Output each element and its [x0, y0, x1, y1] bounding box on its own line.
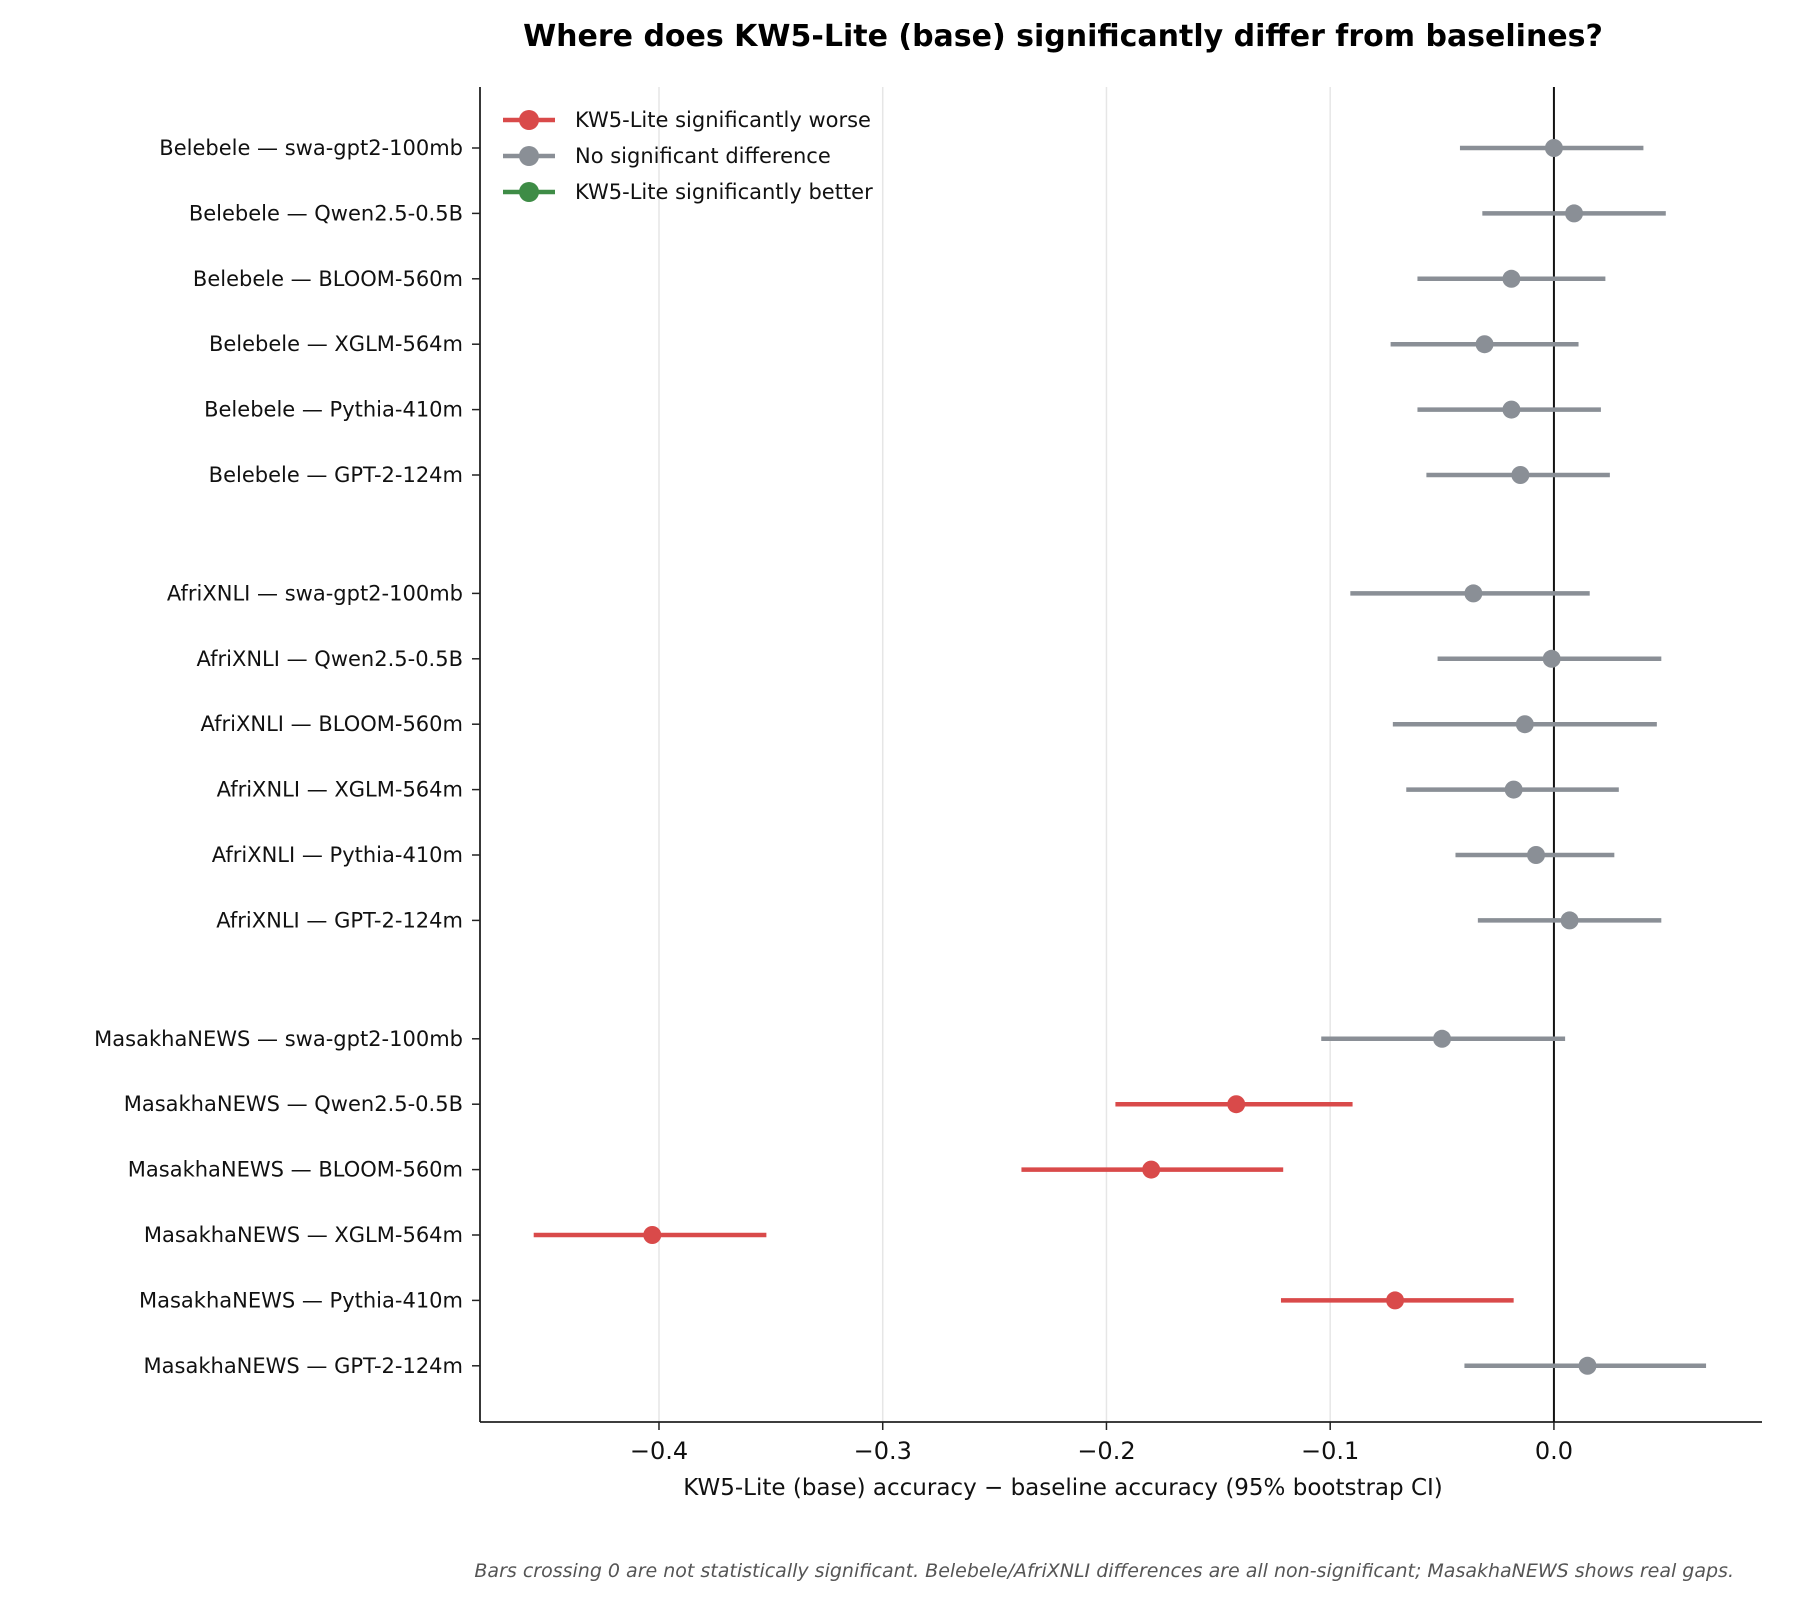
x-tick-label: −0.4 [630, 1437, 688, 1465]
x-tick-label: 0.0 [1535, 1437, 1573, 1465]
point-estimate [1504, 780, 1523, 799]
point-estimate [1544, 139, 1563, 157]
y-tick-label: AfriXNLI — swa-gpt2-100mb [167, 581, 463, 605]
y-tick-label: MasakhaNEWS — Qwen2.5-0.5B [124, 1092, 463, 1116]
legend-marker [519, 110, 539, 130]
point-estimate [1142, 1160, 1161, 1179]
point-estimate [1560, 911, 1579, 930]
point-estimate [643, 1226, 662, 1244]
legend-label: No significant difference [575, 144, 831, 168]
x-axis-ticks: −0.4 −0.3 −0.2 −0.1 0.0 [630, 1422, 1573, 1465]
x-axis-label: KW5-Lite (base) accuracy − baseline accu… [683, 1475, 1443, 1501]
point-estimate [1578, 1356, 1597, 1375]
point-estimate [1386, 1291, 1405, 1310]
point-estimate [1527, 846, 1546, 864]
y-tick-label: MasakhaNEWS — Pythia-410m [139, 1288, 463, 1312]
x-tick-label: −0.2 [1077, 1437, 1135, 1465]
chart-title: Where does KW5-Lite (base) significantly… [523, 19, 1603, 54]
point-estimate [1227, 1095, 1246, 1114]
gridlines [658, 87, 1331, 1422]
data-marks [533, 139, 1707, 1375]
legend-marker [519, 182, 539, 202]
x-tick-label: −0.1 [1301, 1437, 1359, 1465]
point-estimate [1542, 649, 1561, 668]
point-estimate [1464, 584, 1483, 603]
y-tick-label: Belebele — GPT-2-124m [209, 463, 463, 487]
legend: KW5-Lite significantly worse No significa… [503, 108, 873, 204]
y-tick-label: AfriXNLI — Qwen2.5-0.5B [196, 647, 463, 671]
point-estimate [1502, 400, 1521, 419]
y-tick-label: AfriXNLI — BLOOM-560m [201, 712, 463, 736]
x-tick-label: −0.3 [854, 1437, 912, 1465]
y-tick-label: Belebele — Pythia-410m [204, 398, 463, 422]
y-tick-label: AfriXNLI — Pythia-410m [212, 843, 463, 867]
y-tick-label: AfriXNLI — XGLM-564m [217, 778, 463, 802]
y-tick-label: AfriXNLI — GPT-2-124m [216, 908, 463, 932]
y-tick-label: Belebele — swa-gpt2-100mb [159, 136, 463, 160]
y-tick-label: MasakhaNEWS — swa-gpt2-100mb [94, 1027, 463, 1051]
point-estimate [1511, 466, 1530, 484]
point-estimate [1565, 204, 1584, 223]
y-tick-label: Belebele — BLOOM-560m [193, 267, 463, 291]
y-tick-label: Belebele — Qwen2.5-0.5B [189, 201, 463, 225]
point-estimate [1475, 335, 1494, 354]
axes [479, 87, 1762, 1423]
y-tick-label: Belebele — XGLM-564m [209, 332, 463, 356]
footnote: Bars crossing 0 are not statistically si… [474, 1560, 1734, 1582]
legend-marker [519, 146, 539, 166]
y-axis-labels: Belebele — swa-gpt2-100mb Belebele — Qwen… [94, 136, 480, 1378]
y-tick-label: MasakhaNEWS — BLOOM-560m [128, 1158, 463, 1182]
y-tick-label: MasakhaNEWS — GPT-2-124m [144, 1354, 463, 1378]
y-tick-label: MasakhaNEWS — XGLM-564m [144, 1223, 463, 1247]
legend-label: KW5-Lite significantly better [575, 180, 873, 204]
point-estimate [1433, 1029, 1452, 1048]
legend-label: KW5-Lite significantly worse [575, 108, 871, 132]
point-estimate [1515, 715, 1534, 734]
point-estimate [1502, 269, 1521, 288]
